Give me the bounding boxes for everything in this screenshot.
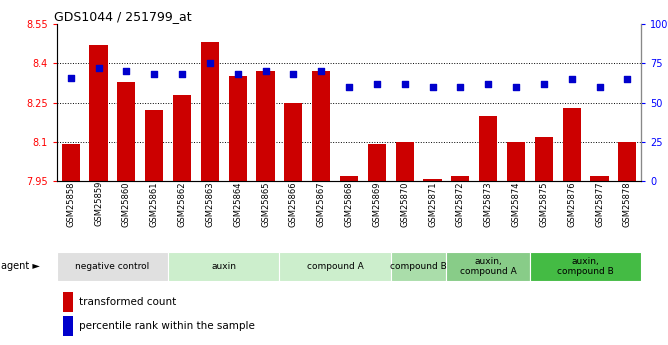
Point [399, 81, 410, 87]
Text: GSM25872: GSM25872 [456, 181, 465, 227]
Text: auxin,
compound A: auxin, compound A [460, 257, 516, 276]
Bar [424, 178, 442, 181]
Point [343, 84, 354, 90]
Text: GSM25861: GSM25861 [150, 181, 159, 227]
Text: GSM25875: GSM25875 [539, 181, 548, 227]
Point [510, 84, 521, 90]
Text: GSM25867: GSM25867 [317, 181, 326, 227]
Text: GSM25873: GSM25873 [484, 181, 493, 227]
Text: transformed count: transformed count [79, 297, 176, 307]
Bar [63, 292, 73, 312]
Bar [285, 103, 303, 181]
Bar [173, 95, 191, 181]
Bar [507, 142, 525, 181]
Text: GSM25866: GSM25866 [289, 181, 298, 227]
Text: GSM25877: GSM25877 [595, 181, 604, 227]
Text: negative control: negative control [75, 262, 150, 271]
Point [176, 72, 187, 77]
Text: compound A: compound A [307, 262, 363, 271]
Text: GSM25869: GSM25869 [372, 181, 381, 227]
Bar [312, 71, 330, 181]
Text: GSM25862: GSM25862 [178, 181, 186, 227]
Text: compound B: compound B [390, 262, 447, 271]
Point [204, 61, 215, 66]
Bar [279, 252, 391, 281]
Bar [591, 176, 609, 181]
Text: GSM25858: GSM25858 [66, 181, 75, 227]
Text: GSM25863: GSM25863 [205, 181, 214, 227]
Point [566, 76, 577, 82]
Bar [340, 176, 358, 181]
Bar [619, 142, 637, 181]
Text: GSM25871: GSM25871 [428, 181, 437, 227]
Point [595, 84, 605, 90]
Point [94, 65, 104, 71]
Text: agent ►: agent ► [1, 262, 40, 271]
Point [260, 69, 271, 74]
Point [121, 69, 132, 74]
Text: GDS1044 / 251799_at: GDS1044 / 251799_at [54, 10, 192, 23]
Point [65, 75, 76, 80]
Bar [201, 42, 219, 181]
Point [232, 72, 243, 77]
Text: GSM25859: GSM25859 [94, 181, 103, 227]
Bar [535, 137, 553, 181]
Text: GSM25865: GSM25865 [261, 181, 270, 227]
Point [316, 69, 327, 74]
Bar [90, 45, 108, 181]
Text: GSM25864: GSM25864 [233, 181, 242, 227]
Point [455, 84, 466, 90]
Bar [368, 145, 386, 181]
Text: GSM25878: GSM25878 [623, 181, 632, 227]
Bar [257, 71, 275, 181]
Bar [479, 116, 497, 181]
Bar [391, 252, 446, 281]
Text: GSM25870: GSM25870 [400, 181, 409, 227]
Text: GSM25876: GSM25876 [567, 181, 576, 227]
Text: GSM25874: GSM25874 [512, 181, 520, 227]
Bar [228, 77, 246, 181]
Bar [446, 252, 530, 281]
Point [483, 81, 494, 87]
Point [149, 72, 160, 77]
Point [428, 84, 438, 90]
Point [371, 81, 382, 87]
Text: percentile rank within the sample: percentile rank within the sample [79, 321, 255, 331]
Text: GSM25868: GSM25868 [345, 181, 353, 227]
Point [622, 76, 633, 82]
Bar [395, 142, 413, 181]
Point [538, 81, 549, 87]
Bar [562, 108, 580, 181]
Bar [61, 145, 79, 181]
Text: auxin,
compound B: auxin, compound B [557, 257, 614, 276]
Bar [145, 110, 163, 181]
Bar [63, 316, 73, 336]
Text: GSM25860: GSM25860 [122, 181, 131, 227]
Text: auxin: auxin [211, 262, 236, 271]
Bar [118, 82, 136, 181]
Bar [530, 252, 641, 281]
Bar [168, 252, 279, 281]
Bar [452, 176, 470, 181]
Point [288, 72, 299, 77]
Bar [57, 252, 168, 281]
